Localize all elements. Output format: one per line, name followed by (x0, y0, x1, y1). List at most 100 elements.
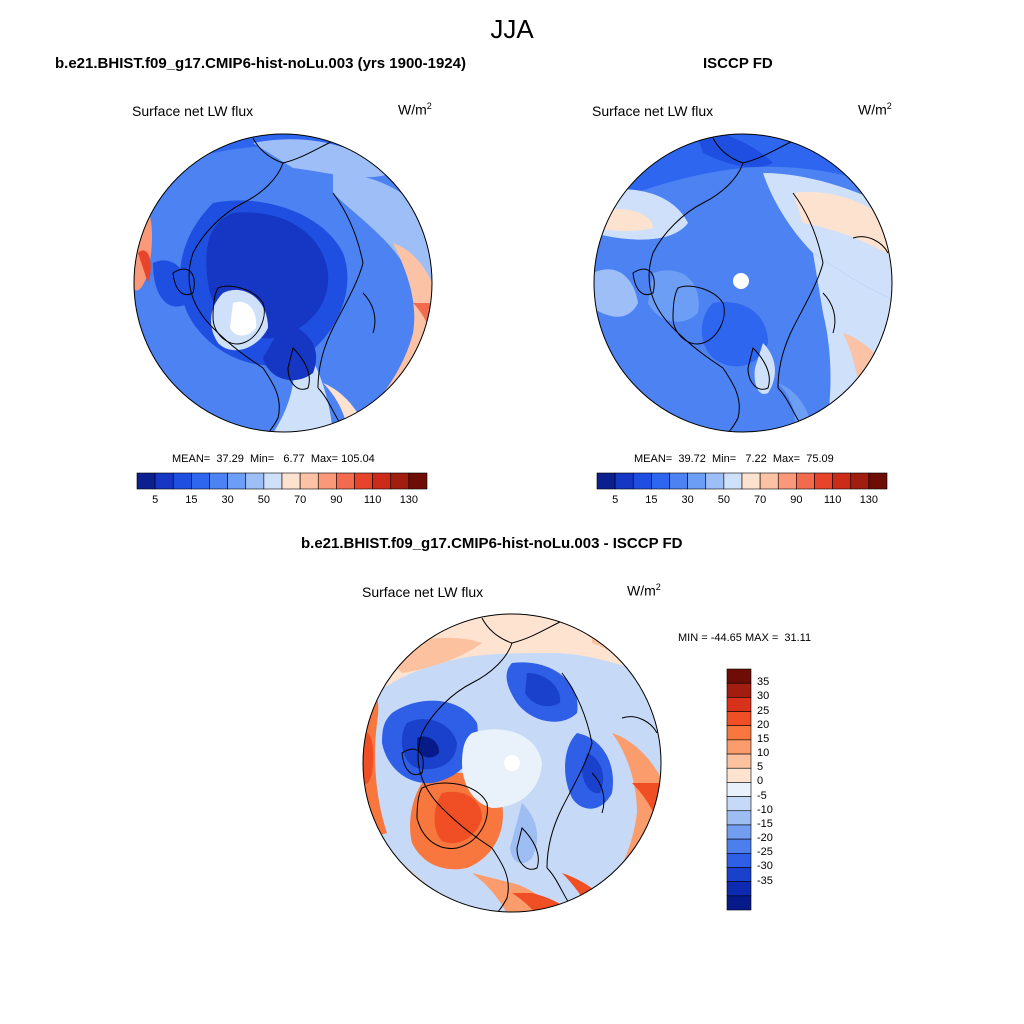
panel2-stats: MEAN= 39.72 Min= 7.22 Max= 75.09 (634, 453, 834, 465)
panel2-colorbar-box (814, 472, 833, 490)
panel3-units: W/m2 (627, 582, 661, 599)
panel1-colorbar-tick-label: 15 (185, 494, 198, 506)
panel1-colorbar-tick-label: 30 (221, 494, 234, 506)
panel2-colorbar-box (832, 472, 852, 490)
panel2-colorbar-box (777, 472, 797, 490)
panel3-colorbar (726, 668, 752, 911)
panel3-colorbar-box (726, 867, 752, 882)
panel3-colorbar-tick-label: 20 (757, 718, 770, 731)
panel2-colorbar-box (850, 472, 870, 490)
panel3-colorbar-tick-label: 0 (757, 775, 764, 788)
panel3-colorbar-box (726, 697, 752, 712)
panel2-colorbar-tick-label: 15 (645, 494, 658, 506)
panel3-colorbar-tick-label: -35 (757, 874, 773, 887)
panel1-variable: Surface net LW flux (132, 103, 254, 119)
panel1-units: W/m2 (398, 101, 432, 118)
panel3-colorbar-tick-label: 30 (757, 690, 770, 703)
panel3-colorbar-box (726, 668, 752, 684)
panel1-colorbar-box (154, 472, 174, 490)
panel3-variable: Surface net LW flux (362, 584, 484, 600)
panel2-map (593, 133, 893, 433)
panel3-colorbar-tick-label: 10 (757, 747, 770, 760)
panel1-map (133, 133, 433, 433)
panel3-colorbar-tick-label: -15 (757, 817, 773, 830)
panel2-colorbar-tick-label: 5 (612, 494, 619, 506)
panel1-colorbar-box (354, 472, 373, 490)
panel3-colorbar-tick-label: -30 (757, 860, 773, 873)
panel1-colorbar-box (408, 472, 428, 490)
panel3-colorbar-box (726, 739, 752, 755)
panel3-colorbar-box (726, 881, 752, 897)
panel2-title: ISCCP FD (703, 55, 773, 72)
panel1-colorbar-tick-label: 90 (330, 494, 343, 506)
panel2-colorbar-tick-label: 130 (859, 494, 879, 506)
panel3-colorbar-tick-label: 25 (757, 704, 770, 717)
panel2-colorbar-box (796, 472, 815, 490)
panel3-colorbar-labels: 35 30 25 20 15 10 5 0 -5 -10 -15 -20 -25 -30 -35 (757, 669, 797, 910)
panel2-colorbar-box (741, 472, 761, 490)
panel1-colorbar-box (172, 472, 192, 490)
panel2-colorbar-box (614, 472, 634, 490)
panel2-colorbar-box (687, 472, 707, 490)
panel2-colorbar (596, 472, 888, 490)
panel2-colorbar-tick-label: 50 (717, 494, 730, 506)
panel2-colorbar-box (723, 472, 743, 490)
panel1-colorbar-box (281, 472, 301, 490)
panel3-colorbar-box (726, 767, 752, 783)
panel3-colorbar-tick-label: 5 (757, 761, 764, 774)
panel1-colorbar-tick-label: 70 (294, 494, 307, 506)
panel1-colorbar-labels: 5 15 30 50 70 90 110 130 (137, 494, 427, 508)
panel2-colorbar-box (759, 472, 779, 490)
panel1-colorbar-tick-label: 110 (363, 494, 382, 506)
panel3-colorbar-box (726, 796, 752, 812)
panel1-stats: MEAN= 37.29 Min= 6.77 Max= 105.04 (172, 453, 375, 465)
panel2-units: W/m2 (858, 101, 892, 118)
panel3-colorbar-tick-label: -10 (757, 803, 773, 816)
panel1-colorbar-box (263, 472, 283, 490)
panel2-colorbar-box (705, 472, 725, 490)
panel1-colorbar-box (136, 472, 156, 490)
panel1-colorbar-box (209, 472, 228, 490)
panel1-colorbar-box (191, 472, 210, 490)
panel3-colorbar-tick-label: 15 (757, 732, 770, 745)
panel2-colorbar-box (632, 472, 652, 490)
panel3-colorbar-box (726, 895, 752, 911)
panel2-colorbar-box (651, 472, 670, 490)
panel1-colorbar-box (372, 472, 392, 490)
panel3-colorbar-box (726, 810, 752, 826)
panel3-colorbar-tick-label: -5 (757, 789, 767, 802)
panel1-colorbar-box (317, 472, 337, 490)
panel3-colorbar-box (726, 711, 752, 727)
panel3-stats: MIN = -44.65 MAX = 31.11 (678, 632, 812, 644)
panel3-colorbar-tick-label: 35 (757, 676, 770, 689)
panel1-title: b.e21.BHIST.f09_g17.CMIP6-hist-noLu.003 … (55, 55, 466, 72)
panel1-colorbar-box (390, 472, 410, 490)
panel1-colorbar-box (245, 472, 265, 490)
panel2-colorbar-box (868, 472, 888, 490)
panel2-colorbar-tick-label: 110 (823, 494, 842, 506)
panel3-colorbar-box (726, 838, 752, 854)
panel2-colorbar-box (596, 472, 616, 490)
panel3-colorbar-box (726, 725, 752, 741)
panel1-colorbar-box (227, 472, 247, 490)
panel3-colorbar-box (726, 824, 752, 840)
panel1-colorbar-box (336, 472, 355, 490)
figure-title: JJA (490, 14, 534, 44)
panel1-colorbar-box (299, 472, 319, 490)
panel3-colorbar-box (726, 852, 752, 868)
panel2-colorbar-box (669, 472, 688, 490)
panel3-colorbar-tick-label: -25 (757, 846, 773, 859)
panel1-colorbar-tick-label: 50 (257, 494, 270, 506)
panel2-colorbar-tick-label: 90 (790, 494, 803, 506)
panel3-colorbar-box (726, 682, 752, 698)
panel2-colorbar-tick-label: 30 (681, 494, 694, 506)
panel3-title: b.e21.BHIST.f09_g17.CMIP6-hist-noLu.003 … (301, 535, 683, 552)
panel2-variable: Surface net LW flux (592, 103, 714, 119)
panel3-map (362, 613, 662, 913)
panel3-colorbar-box (726, 782, 752, 797)
panel3-colorbar-tick-label: -20 (757, 832, 773, 845)
panel2-colorbar-labels: 5 15 30 50 70 90 110 130 (597, 494, 887, 508)
panel2-colorbar-tick-label: 70 (754, 494, 767, 506)
panel1-colorbar-tick-label: 130 (399, 494, 419, 506)
panel1-colorbar (136, 472, 428, 490)
